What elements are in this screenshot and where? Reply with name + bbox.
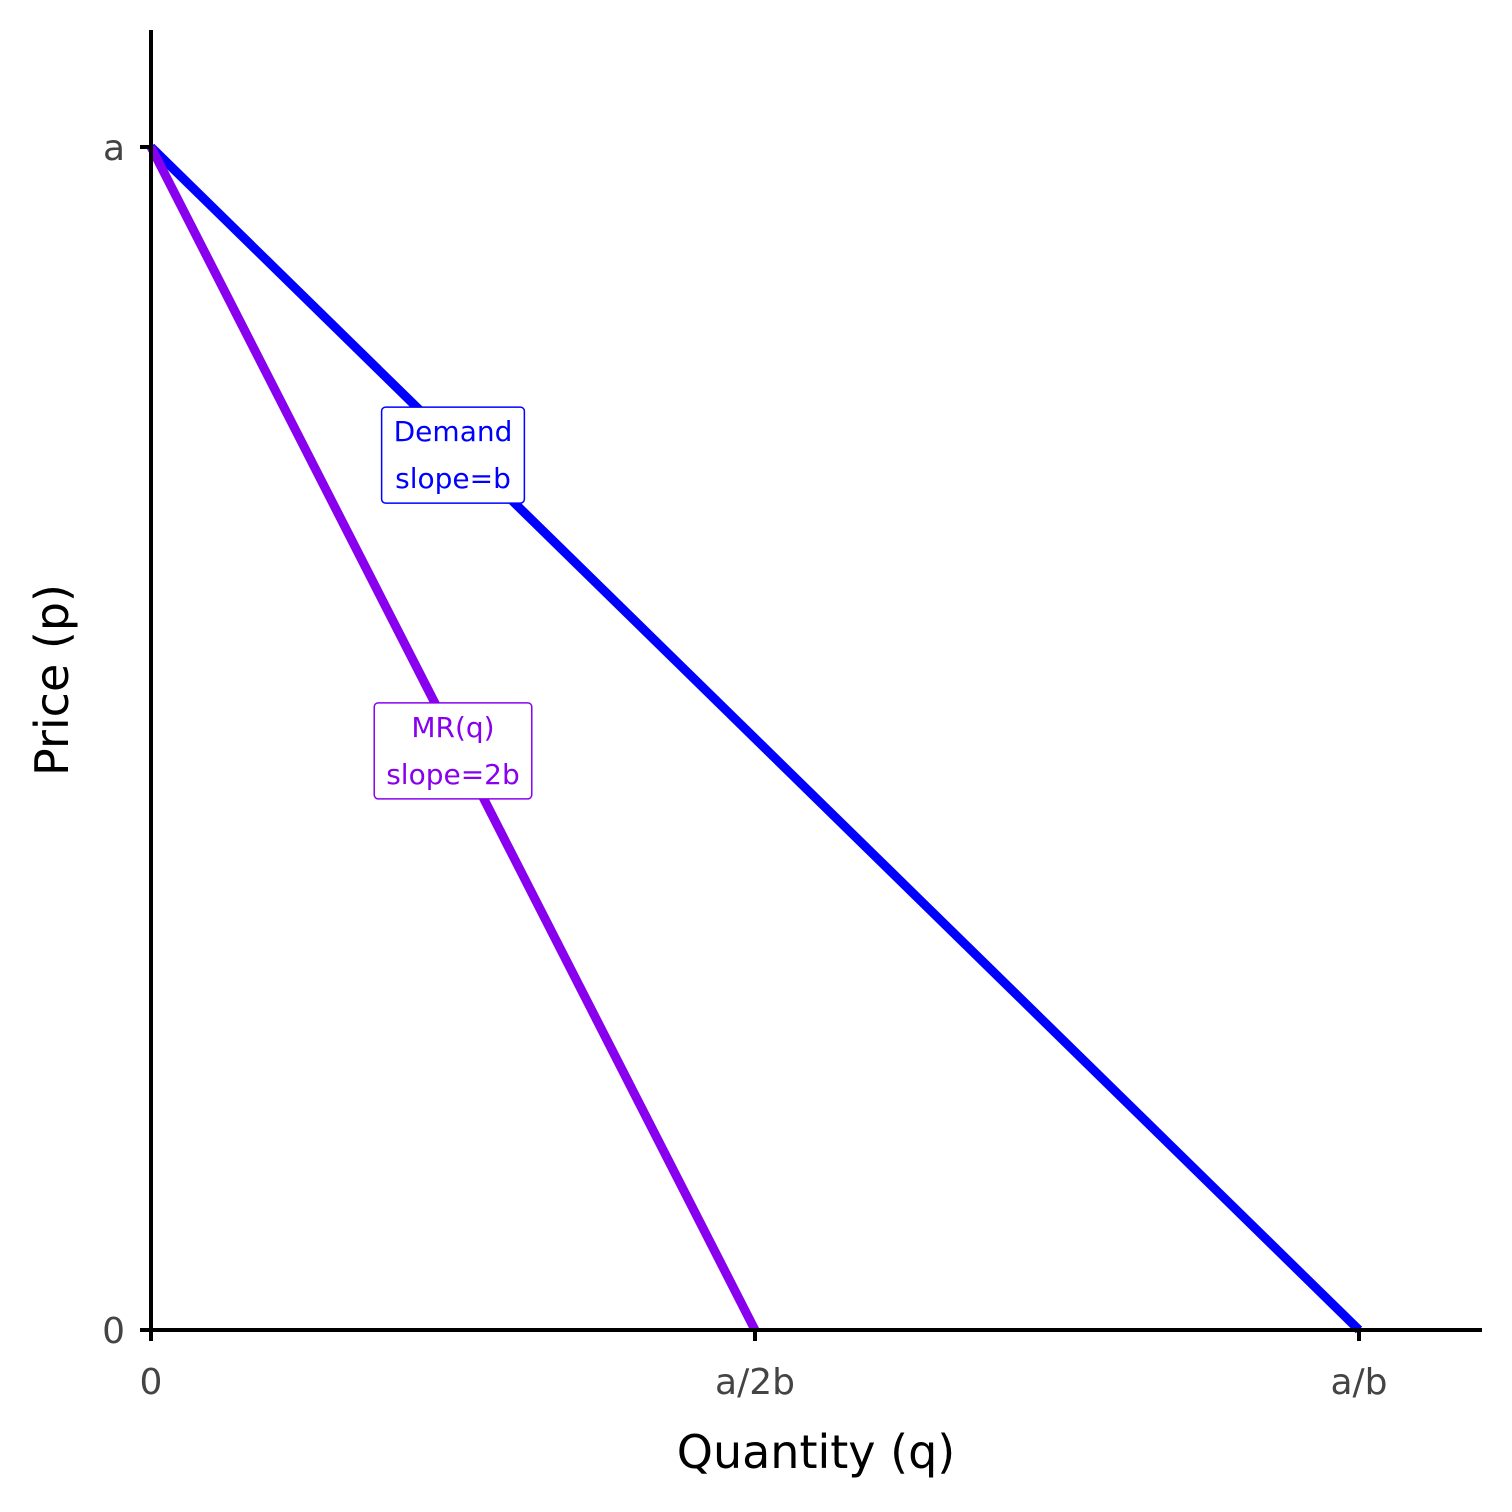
x-tick-label-2: a/b	[1330, 1362, 1387, 1403]
callout-1: MR(q) slope=2b	[373, 702, 533, 800]
series-line-0	[147, 143, 1363, 1334]
callout-1-line-1: slope=2b	[386, 758, 520, 791]
callout-0: Demand slope=b	[380, 406, 526, 504]
x-axis-title: Quantity (q)	[677, 1425, 956, 1479]
y-tick-label-1: a	[103, 128, 125, 169]
axes-layer: 0 a/2b a/b 0 a	[102, 30, 1482, 1403]
callout-box-1	[373, 702, 533, 800]
callout-0-line-0: Demand	[394, 415, 513, 448]
y-axis-title: Price (p)	[25, 584, 79, 776]
x-tick-label-1: a/2b	[715, 1362, 795, 1403]
series-layer	[146, 143, 1363, 1334]
annotation-layer: Demand slope=b MR(q) slope=2b	[373, 406, 533, 800]
callout-0-line-1: slope=b	[395, 462, 511, 495]
y-tick-label-0: 0	[102, 1311, 125, 1352]
callout-box-0	[380, 406, 526, 504]
x-tick-label-0: 0	[140, 1362, 163, 1403]
callout-1-line-0: MR(q)	[411, 711, 494, 744]
